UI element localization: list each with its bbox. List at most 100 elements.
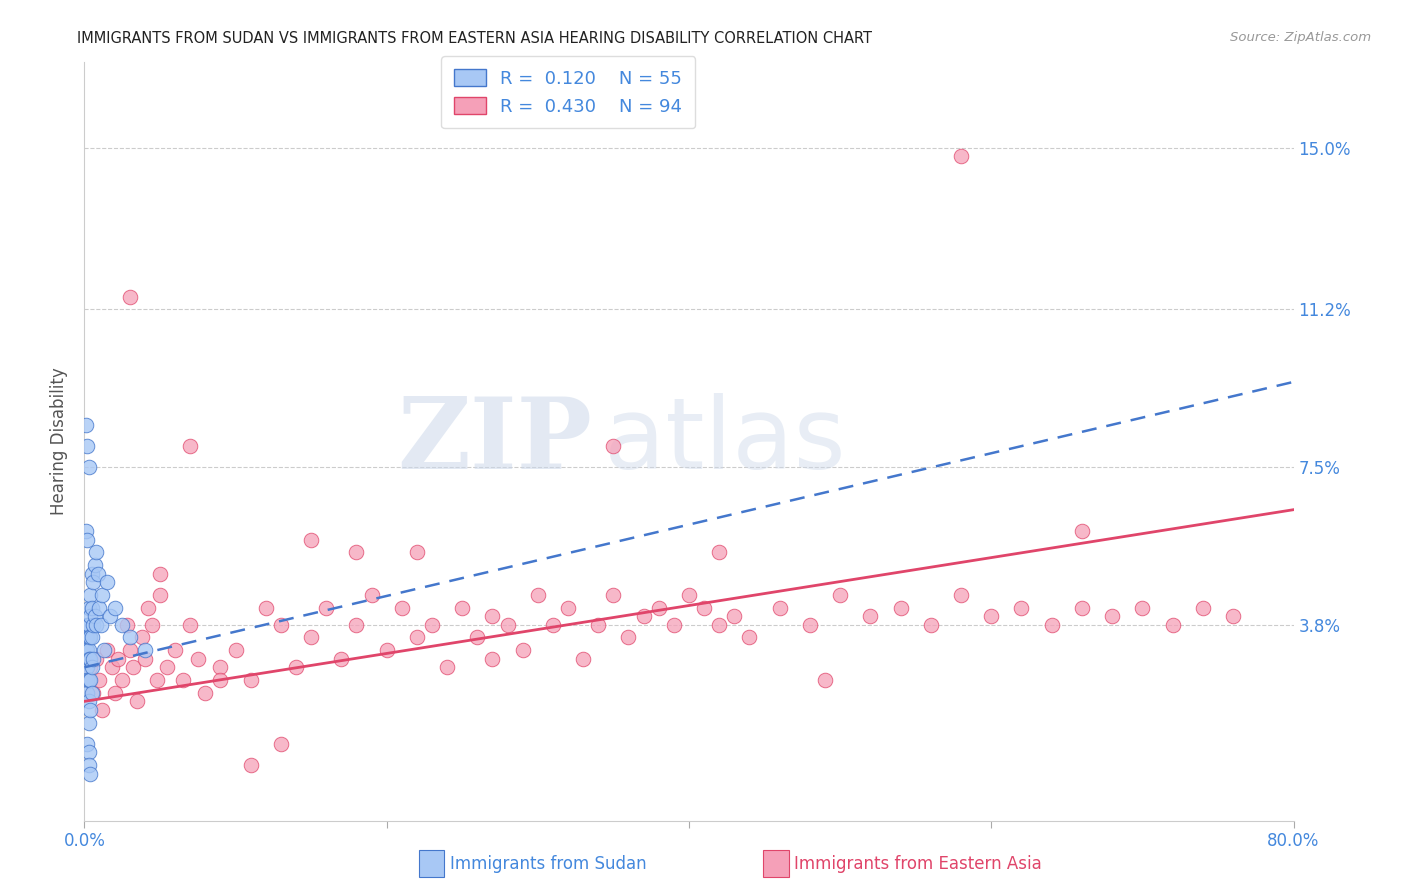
- Point: [950, 588, 973, 602]
- Point: [179, 439, 201, 453]
- Point: [77, 746, 100, 760]
- Point: [299, 533, 322, 547]
- Point: [82, 617, 104, 632]
- Point: [111, 617, 134, 632]
- Point: [285, 660, 308, 674]
- Point: [141, 617, 163, 632]
- Point: [814, 673, 837, 687]
- Point: [1071, 524, 1094, 538]
- Point: [270, 737, 292, 751]
- Point: [391, 600, 413, 615]
- Point: [96, 575, 118, 590]
- Point: [662, 617, 685, 632]
- Point: [86, 545, 108, 559]
- Point: [82, 575, 104, 590]
- Point: [104, 686, 127, 700]
- Point: [77, 652, 100, 666]
- Point: [799, 617, 821, 632]
- Point: [75, 524, 97, 538]
- Point: [209, 673, 232, 687]
- Point: [648, 600, 671, 615]
- Text: IMMIGRANTS FROM SUDAN VS IMMIGRANTS FROM EASTERN ASIA HEARING DISABILITY CORRELA: IMMIGRANTS FROM SUDAN VS IMMIGRANTS FROM…: [77, 31, 872, 46]
- Text: atlas: atlas: [605, 393, 846, 490]
- Point: [239, 673, 262, 687]
- Point: [104, 600, 127, 615]
- Point: [375, 643, 398, 657]
- Point: [118, 643, 141, 657]
- Point: [346, 617, 368, 632]
- Point: [121, 660, 143, 674]
- Point: [84, 558, 107, 572]
- Point: [75, 643, 97, 657]
- Point: [79, 673, 101, 687]
- Point: [86, 652, 108, 666]
- Point: [1011, 600, 1033, 615]
- Point: [179, 617, 201, 632]
- Point: [80, 660, 103, 674]
- Point: [79, 631, 101, 645]
- Point: [75, 631, 97, 645]
- Point: [527, 588, 550, 602]
- Point: [980, 609, 1002, 624]
- Point: [693, 600, 716, 615]
- Point: [89, 600, 111, 615]
- Point: [86, 617, 108, 632]
- Point: [723, 609, 745, 624]
- Point: [76, 533, 98, 547]
- Point: [709, 545, 731, 559]
- Point: [1040, 617, 1063, 632]
- Text: ZIP: ZIP: [398, 393, 592, 490]
- Point: [111, 673, 134, 687]
- Point: [100, 660, 122, 674]
- Point: [77, 758, 100, 772]
- Point: [76, 439, 98, 453]
- Point: [315, 600, 337, 615]
- Point: [1161, 617, 1184, 632]
- Point: [79, 660, 101, 674]
- Point: [299, 631, 322, 645]
- Point: [588, 617, 610, 632]
- Point: [118, 631, 141, 645]
- Point: [79, 588, 101, 602]
- Point: [557, 600, 579, 615]
- Point: [134, 643, 156, 657]
- Point: [270, 617, 292, 632]
- Point: [467, 631, 489, 645]
- Point: [678, 588, 700, 602]
- Point: [149, 588, 172, 602]
- Text: Immigrants from Eastern Asia: Immigrants from Eastern Asia: [794, 855, 1042, 873]
- Point: [80, 566, 103, 581]
- Point: [541, 617, 564, 632]
- Point: [512, 643, 534, 657]
- Point: [1101, 609, 1123, 624]
- Point: [165, 643, 187, 657]
- Point: [90, 617, 112, 632]
- Point: [572, 652, 595, 666]
- Point: [481, 652, 503, 666]
- Point: [77, 673, 100, 687]
- Point: [82, 686, 104, 700]
- Point: [406, 545, 429, 559]
- Point: [617, 631, 640, 645]
- Point: [436, 660, 458, 674]
- Point: [76, 737, 98, 751]
- Point: [75, 417, 97, 432]
- Point: [77, 715, 100, 730]
- Point: [77, 694, 100, 708]
- Point: [127, 694, 149, 708]
- Point: [77, 600, 100, 615]
- Point: [920, 617, 942, 632]
- Point: [79, 652, 101, 666]
- Point: [80, 686, 103, 700]
- Point: [1192, 600, 1215, 615]
- Point: [239, 758, 262, 772]
- Point: [134, 652, 156, 666]
- Point: [77, 460, 100, 475]
- Point: [1130, 600, 1153, 615]
- Point: [79, 703, 101, 717]
- Point: [149, 566, 172, 581]
- Point: [830, 588, 852, 602]
- Point: [709, 617, 731, 632]
- Point: [89, 673, 111, 687]
- Point: [738, 631, 761, 645]
